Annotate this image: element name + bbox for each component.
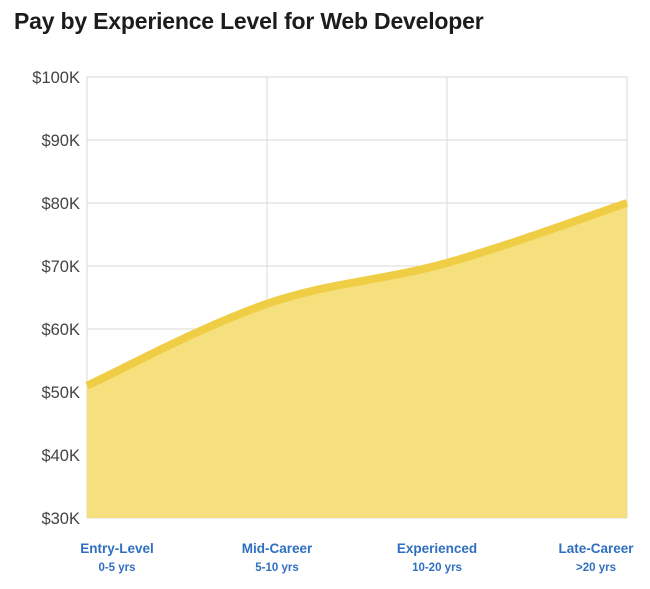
x-category-label: Entry-Level: [80, 541, 154, 556]
x-category-sublabel: 0-5 yrs: [98, 562, 135, 574]
x-category-sublabel: 5-10 yrs: [255, 562, 298, 574]
y-tick-label: $50K: [41, 384, 80, 402]
chart-title: Pay by Experience Level for Web Develope…: [14, 8, 484, 34]
y-axis-labels: $30K $40K $50K $60K $70K $80K $90K $100K: [32, 69, 80, 528]
y-tick-label: $80K: [41, 195, 80, 213]
y-tick-label: $40K: [41, 447, 80, 465]
x-category-label: Late-Career: [558, 541, 634, 556]
x-axis-labels: Entry-Level 0-5 yrs Mid-Career 5-10 yrs Expe…: [80, 541, 634, 574]
y-tick-label: $100K: [32, 69, 80, 87]
y-tick-label: $70K: [41, 258, 80, 276]
series-line: [85, 199, 629, 390]
x-category-label: Experienced: [397, 541, 477, 556]
y-tick-label: $60K: [41, 321, 80, 339]
area-fill: [87, 203, 627, 518]
x-category-sublabel: 10-20 yrs: [412, 562, 462, 574]
y-tick-label: $90K: [41, 132, 80, 150]
x-category-sublabel: >20 yrs: [576, 562, 616, 574]
x-category-label: Mid-Career: [242, 541, 313, 556]
y-tick-label: $30K: [41, 510, 80, 528]
